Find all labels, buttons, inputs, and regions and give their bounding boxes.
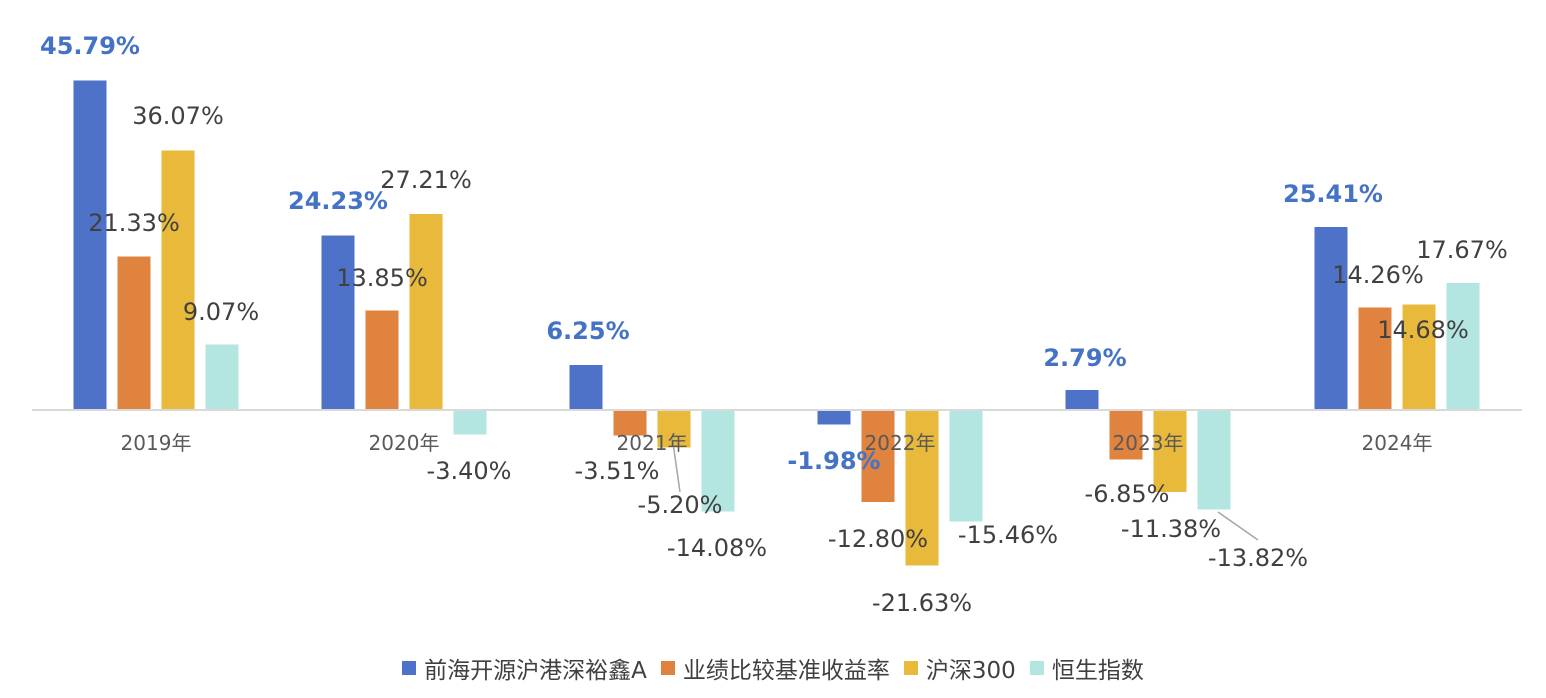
value-label-3-2023年: -11.38% [1121, 515, 1221, 543]
bar-4-2020年 [453, 410, 487, 435]
value-labels: 45.79% 21.33% 36.07% 9.07% 24.23% 13.85% 27.21… [40, 32, 1508, 617]
value-label-2-2020年: 13.85% [336, 264, 428, 292]
value-label-2-2019年: 21.33% [88, 209, 180, 237]
category-label-2022年: 2022年 [865, 431, 936, 455]
category-label-2020年: 2020年 [369, 431, 440, 455]
value-label-3-2024年: 14.68% [1377, 316, 1469, 344]
bar-1-2024年 [1314, 227, 1348, 410]
legend: 前海开源沪港深裕鑫A 业绩比较基准收益率 沪深300 恒生指数 [0, 650, 1546, 686]
bar-1-2022年 [817, 410, 851, 425]
legend-swatch-3 [903, 661, 918, 675]
value-label-4-2019年: 9.07% [183, 298, 259, 326]
value-label-2-2023年: -6.85% [1085, 480, 1170, 508]
value-label-3-2021年: -5.20% [638, 491, 723, 519]
value-label-3-2019年: 36.07% [132, 102, 224, 130]
leader-lines [671, 435, 1259, 541]
bar-3-2021年 [657, 410, 691, 448]
legend-label-3: 沪深300 [925, 658, 1016, 684]
bar-1-2021年 [569, 365, 603, 410]
bar-4-2021年 [701, 410, 735, 512]
value-label-4-2021年: -14.08% [667, 534, 767, 562]
category-labels: 2019年 2020年 2021年 2022年 2023年 2024年 [121, 431, 1433, 455]
bars-layer [73, 80, 1480, 566]
value-label-2-2022年: -12.80% [828, 525, 928, 553]
bar-3-2019年 [161, 150, 195, 410]
legend-label-2: 业绩比较基准收益率 [682, 658, 890, 684]
bar-3-2020年 [409, 214, 443, 410]
legend-item-3: 沪深300 [903, 651, 1016, 685]
bar-1-2019年 [73, 80, 107, 410]
bar-2-2022年 [861, 410, 895, 503]
leader-line-2 [1217, 511, 1259, 541]
value-label-2-2024年: 14.26% [1332, 261, 1424, 289]
bar-3-2023年 [1153, 410, 1187, 492]
bar-chart: 2019年 2020年 2021年 2022年 2023年 2024年 45.79% 21.… [32, 32, 1522, 617]
value-label-4-2023年: -13.82% [1208, 544, 1308, 572]
legend-swatch-4 [1029, 661, 1044, 675]
bar-2-2023年 [1109, 410, 1143, 460]
bar-2-2020年 [365, 310, 399, 410]
category-label-2019年: 2019年 [121, 431, 192, 455]
bar-1-2023年 [1065, 389, 1099, 410]
value-label-3-2022年: -21.63% [872, 589, 972, 617]
value-label-4-2022年: -15.46% [958, 521, 1058, 549]
value-label-1-2023年: 2.79% [1043, 344, 1126, 372]
bar-4-2024年 [1446, 282, 1480, 410]
category-label-2023年: 2023年 [1113, 431, 1184, 455]
bar-1-2020年 [321, 235, 355, 410]
bar-2-2019年 [117, 256, 151, 410]
legend-item-2: 业绩比较基准收益率 [660, 651, 890, 685]
legend-label-4: 恒生指数 [1051, 658, 1144, 684]
value-label-4-2020年: -3.40% [427, 457, 512, 485]
bar-3-2024年 [1402, 304, 1436, 410]
leader-line-1 [671, 435, 681, 493]
legend-swatch-2 [660, 661, 675, 675]
category-label-2024年: 2024年 [1362, 431, 1433, 455]
bar-4-2022年 [949, 410, 983, 522]
bar-2-2024年 [1358, 307, 1392, 410]
category-label-2021年: 2021年 [617, 431, 688, 455]
bar-2-2021年 [613, 410, 647, 436]
value-label-4-2024年: 17.67% [1416, 236, 1508, 264]
bar-4-2023年 [1197, 410, 1231, 510]
legend-label-1: 前海开源沪港深裕鑫A [424, 658, 647, 684]
value-label-1-2022年: -1.98% [787, 447, 880, 475]
value-label-3-2020年: 27.21% [380, 166, 472, 194]
value-label-1-2019年: 45.79% [40, 32, 140, 60]
legend-item-1: 前海开源沪港深裕鑫A [402, 651, 647, 685]
bar-4-2019年 [205, 344, 239, 410]
legend-swatch-1 [402, 661, 417, 675]
value-label-1-2021年: 6.25% [546, 317, 629, 345]
value-label-1-2020年: 24.23% [288, 187, 388, 215]
bar-3-2022年 [905, 410, 939, 566]
value-label-2-2021年: -3.51% [575, 457, 660, 485]
legend-item-4: 恒生指数 [1029, 651, 1144, 685]
value-label-1-2024年: 25.41% [1283, 180, 1383, 208]
